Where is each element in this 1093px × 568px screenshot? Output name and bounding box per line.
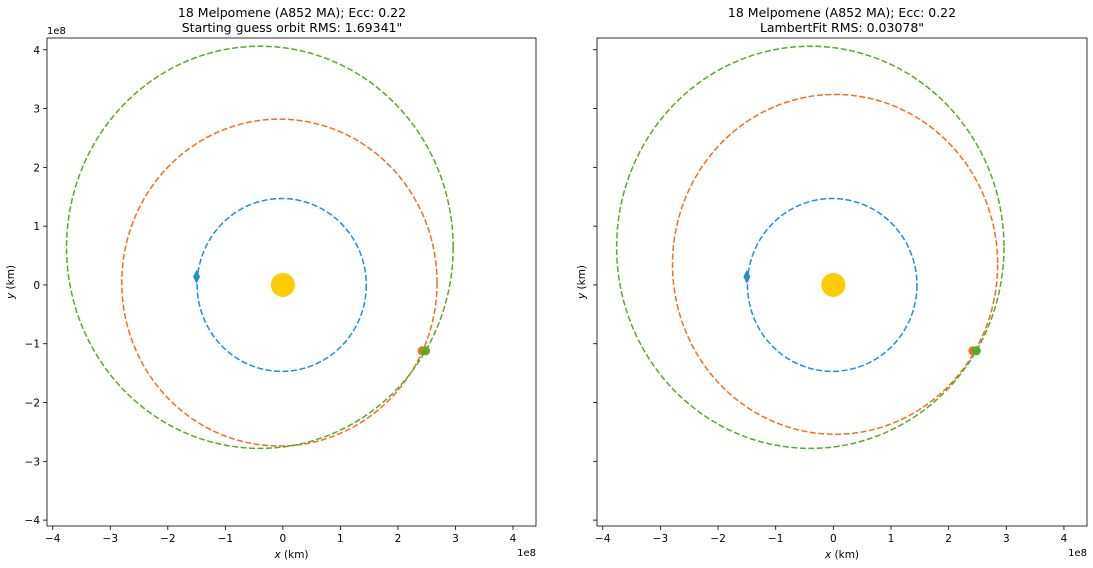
right-orbit-1 <box>671 93 999 436</box>
right-title: 18 Melpomene (A852 MA); Ecc: 0.22 <box>728 5 956 20</box>
right-x-tick-label: −2 <box>710 533 725 545</box>
right-x-tick-label: 3 <box>1003 533 1010 545</box>
left-axes-frame <box>46 37 537 527</box>
right-x-offset-label: 1e8 <box>1068 548 1087 559</box>
left-x-tick-label: 0 <box>280 533 287 545</box>
left-y-tick-label: −1 <box>25 339 40 351</box>
left-position-marker-0 <box>193 269 201 284</box>
right-x-tick-label: −3 <box>653 533 668 545</box>
left-x-axis-label: x (km) <box>273 549 308 561</box>
right-x-tick-label: 1 <box>888 533 895 545</box>
left-orbit-1 <box>121 118 438 447</box>
left-panel: 18 Melpomene (A852 MA); Ecc: 0.22 Starti… <box>5 5 537 561</box>
left-position-marker-2 <box>421 346 431 356</box>
left-x-offset-label: 1e8 <box>517 548 536 559</box>
left-y-axis-label: y (km) <box>5 265 17 300</box>
right-position-marker-0 <box>743 269 751 284</box>
right-y-axis-label: y (km) <box>576 265 588 300</box>
left-orbit-2 <box>65 45 454 450</box>
left-x-tick-label: −4 <box>45 533 61 545</box>
left-y-tick-label: −3 <box>25 456 40 468</box>
right-x-tick-label: −4 <box>595 533 611 545</box>
left-x-tick-label: 1 <box>337 533 344 545</box>
left-y-offset-label: 1e8 <box>47 26 66 37</box>
left-y-tick-label: 2 <box>33 162 40 174</box>
right-orbit-2 <box>615 45 1005 450</box>
left-x-tick-label: −3 <box>103 533 118 545</box>
left-y-tick-label: 1 <box>33 221 40 233</box>
left-x-tick-label: 3 <box>452 533 459 545</box>
left-y-tick-label: 3 <box>33 104 40 116</box>
left-orbit-0 <box>196 197 368 373</box>
left-subtitle: Starting guess orbit RMS: 1.69341" <box>182 20 402 35</box>
right-x-tick-label: 4 <box>1061 533 1068 545</box>
left-x-tick-label: −1 <box>218 533 233 545</box>
right-x-tick-label: 0 <box>830 533 837 545</box>
left-sun-marker <box>270 272 295 297</box>
left-x-tick-label: −2 <box>160 533 175 545</box>
left-y-tick-label: 4 <box>33 45 40 57</box>
right-orbit-0 <box>746 197 918 373</box>
right-subtitle: LambertFit RMS: 0.03078" <box>760 20 924 35</box>
left-y-tick-label: −2 <box>25 398 40 410</box>
right-sun-marker <box>821 272 846 297</box>
right-x-axis-label: x (km) <box>824 549 859 561</box>
right-axes-frame <box>596 37 1088 527</box>
right-panel: 18 Melpomene (A852 MA); Ecc: 0.22 Lamber… <box>576 5 1088 561</box>
left-x-tick-label: 2 <box>395 533 402 545</box>
left-y-tick-label: −4 <box>25 515 41 527</box>
left-x-tick-label: 4 <box>510 533 517 545</box>
right-x-tick-label: −1 <box>768 533 783 545</box>
right-position-marker-2 <box>971 346 981 356</box>
right-x-tick-label: 2 <box>945 533 952 545</box>
left-title: 18 Melpomene (A852 MA); Ecc: 0.22 <box>178 5 406 20</box>
left-y-tick-label: 0 <box>33 280 40 292</box>
